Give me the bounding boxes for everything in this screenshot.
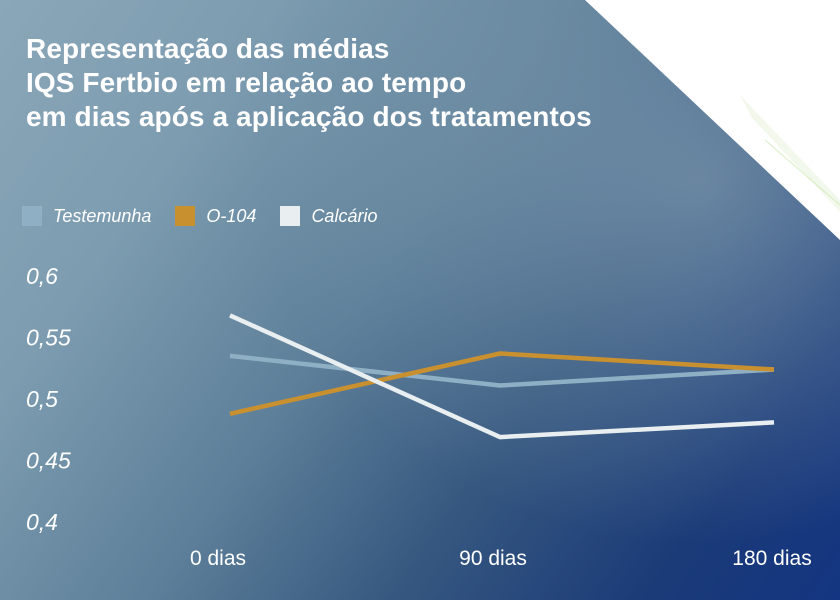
series-line-o-104 (229, 351, 775, 416)
x-axis-ticks: 0 dias 90 dias 180 dias (190, 547, 812, 570)
y-tick-label: 0,55 (26, 325, 71, 351)
y-tick-label: 0,5 (26, 386, 58, 412)
y-axis-ticks: 0,6 0,55 0,5 0,45 0,4 (26, 263, 71, 535)
y-tick-label: 0,6 (26, 263, 58, 289)
x-tick-label: 0 dias (190, 547, 246, 570)
y-tick-label: 0,4 (26, 509, 58, 535)
x-tick-label: 90 dias (459, 547, 527, 570)
legend-item-testemunha: Testemunha (22, 206, 151, 227)
chart-title-line-3: em dias após a aplicação dos tratamentos (26, 101, 592, 132)
chart-legend: Testemunha O-104 Calcário (22, 204, 401, 228)
legend-swatch-testemunha (22, 206, 42, 226)
legend-swatch-o-104 (175, 206, 196, 226)
chart-title-line-2: IQS Fertbio em relação ao tempo (26, 67, 467, 98)
legend-item-o-104: O-104 (175, 206, 256, 227)
legend-label-o-104: O-104 (206, 205, 257, 226)
series-lines (229, 313, 775, 440)
series-line-testemunha (229, 353, 775, 388)
legend-item-calcario: Calcário (280, 206, 377, 227)
chart-title: Representação das médias IQS Fertbio em … (26, 32, 726, 134)
chart-title-line-1: Representação das médias (26, 33, 390, 64)
legend-swatch-calcario (280, 206, 301, 226)
x-tick-label: 180 dias (732, 547, 811, 570)
series-line-calc-rio (229, 313, 775, 440)
y-tick-label: 0,45 (26, 448, 71, 474)
legend-label-testemunha: Testemunha (53, 205, 152, 226)
legend-label-calcario: Calcário (311, 205, 378, 226)
